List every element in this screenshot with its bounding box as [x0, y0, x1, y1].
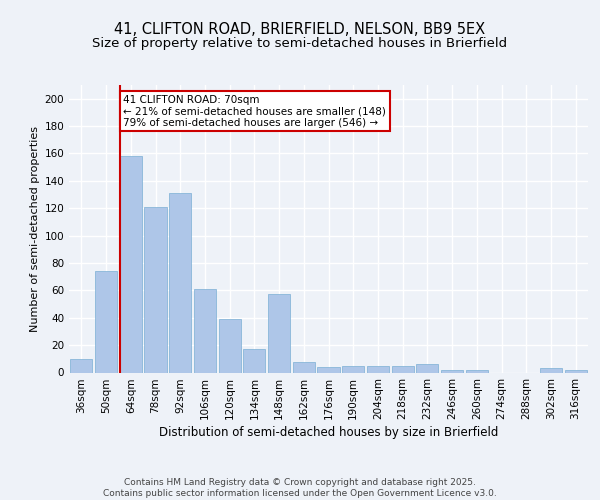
Bar [169, 193, 191, 372]
Bar [95, 271, 117, 372]
Bar [342, 366, 364, 372]
Text: Size of property relative to semi-detached houses in Brierfield: Size of property relative to semi-detach… [92, 38, 508, 51]
Bar [243, 349, 265, 372]
Bar [392, 366, 414, 372]
Bar [194, 289, 216, 372]
Bar [70, 359, 92, 372]
Bar [293, 362, 315, 372]
Bar [268, 294, 290, 372]
Bar [565, 370, 587, 372]
Bar [218, 319, 241, 372]
Bar [119, 156, 142, 372]
Bar [317, 367, 340, 372]
Bar [367, 366, 389, 372]
Text: 41, CLIFTON ROAD, BRIERFIELD, NELSON, BB9 5EX: 41, CLIFTON ROAD, BRIERFIELD, NELSON, BB… [115, 22, 485, 38]
Y-axis label: Number of semi-detached properties: Number of semi-detached properties [30, 126, 40, 332]
X-axis label: Distribution of semi-detached houses by size in Brierfield: Distribution of semi-detached houses by … [159, 426, 498, 440]
Bar [540, 368, 562, 372]
Bar [416, 364, 439, 372]
Bar [145, 207, 167, 372]
Bar [466, 370, 488, 372]
Text: 41 CLIFTON ROAD: 70sqm
← 21% of semi-detached houses are smaller (148)
79% of se: 41 CLIFTON ROAD: 70sqm ← 21% of semi-det… [124, 94, 386, 128]
Text: Contains HM Land Registry data © Crown copyright and database right 2025.
Contai: Contains HM Land Registry data © Crown c… [103, 478, 497, 498]
Bar [441, 370, 463, 372]
